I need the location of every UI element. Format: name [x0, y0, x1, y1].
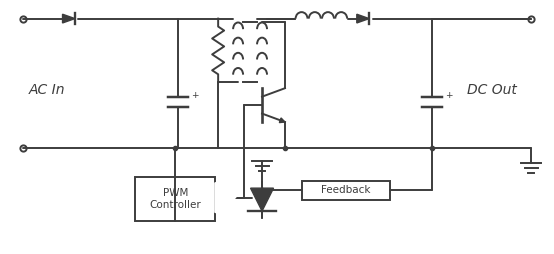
- Bar: [302, 181, 389, 200]
- Bar: [135, 177, 215, 221]
- Polygon shape: [357, 14, 369, 23]
- Polygon shape: [279, 118, 285, 123]
- Text: Feedback: Feedback: [321, 185, 371, 195]
- Text: +: +: [444, 91, 452, 100]
- Polygon shape: [215, 183, 235, 213]
- Polygon shape: [63, 14, 75, 23]
- Text: AC In: AC In: [29, 83, 65, 97]
- Text: PWM
Controller: PWM Controller: [150, 188, 201, 210]
- Polygon shape: [250, 188, 274, 211]
- Text: DC Out: DC Out: [466, 83, 516, 97]
- Text: +: +: [191, 91, 199, 100]
